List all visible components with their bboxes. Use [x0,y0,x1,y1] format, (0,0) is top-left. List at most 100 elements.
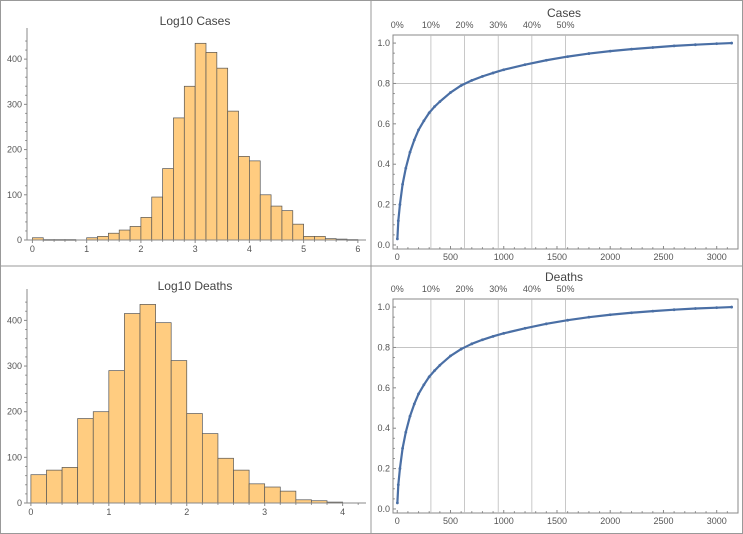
cdf-point [417,128,420,132]
cdf-point [715,306,719,310]
histogram-bar [61,467,79,504]
y-tick-label: 0.6 [377,119,390,129]
x-tick-label: 2500 [653,252,673,262]
y-tick-label: 0.0 [377,504,390,514]
cdf-point [412,402,416,406]
percentile-tick-label: 0% [391,284,404,294]
percentile-tick-label: 40% [523,284,541,294]
cdf-point [730,41,734,45]
cdf-cases-title: Cases [547,6,581,20]
cdf-point [396,219,400,223]
x-tick-label: 0 [30,244,35,254]
histogram-bar [77,418,94,504]
cdf-point [587,315,591,319]
percentile-tick-label: 20% [456,20,474,30]
cdf-point [427,111,431,115]
histogram-bar [201,433,219,504]
cdf-point [715,42,719,46]
histogram-bar [170,360,188,504]
x-tick-label: 500 [443,252,458,262]
y-tick-label: 0.4 [377,423,390,433]
y-tick-label: 1.0 [377,38,390,48]
y-tick-label: 0.2 [377,464,390,474]
cdf-point [427,375,431,379]
x-tick-label: 4 [247,244,252,254]
cdf-point [408,414,412,418]
cdf-point [672,44,676,48]
x-tick-label: 3 [262,507,267,517]
histogram-bar [238,156,250,241]
cdf-point [408,150,412,154]
cdf-point [438,363,442,367]
histogram-bar [97,236,109,241]
x-tick-label: 500 [443,516,458,526]
y-tick-label: 100 [7,190,22,200]
y-tick-label: 300 [7,361,22,371]
histogram-bar [139,304,156,504]
cdf-point [401,183,404,186]
cdf-point [651,309,655,313]
cdf-point [672,308,676,312]
x-tick-label: 2 [138,244,143,254]
x-tick-label: 6 [355,244,360,254]
histogram-bar [281,210,294,241]
x-tick-label: 1 [84,244,89,254]
cdf-deaths-title: Deaths [545,270,583,284]
histogram-bar [248,483,266,504]
x-tick-label: 5 [301,244,306,254]
cdf-point [398,203,402,206]
cdf-point [491,71,495,75]
histogram-bar [270,205,283,241]
cdf-point [491,334,495,338]
histogram-bar [129,226,142,241]
x-tick-label: 2500 [653,516,673,526]
histogram-bar [227,110,239,241]
cdf-point [459,347,463,351]
cdf-point [730,305,734,309]
cdf-point [470,342,474,346]
cdf-point [470,79,474,82]
cdf-deaths-panel: Deaths 0% 10% 20% 30% 40% 50% 0 500 1000 1500 2000… [377,270,739,526]
cdf-cases-panel: Cases 0% 10% 20% 30% 40% 50% 0 500 1000 1500 2000 2… [377,6,739,262]
y-tick-label: 200 [7,407,22,417]
percentile-tick-label: 50% [556,284,574,294]
histogram-bar [249,160,261,241]
histogram-bar [46,469,63,504]
x-tick-label: 1000 [494,252,514,262]
histogram-bar [233,469,250,504]
histogram-bar [155,322,172,504]
x-tick-label: 0 [28,507,33,517]
cdf-point [630,311,633,315]
x-tick-label: 3 [193,244,198,254]
cdf-point [417,392,420,396]
x-tick-label: 1500 [547,516,567,526]
cdf-point [523,326,527,330]
histogram-bar [292,223,304,241]
cdf-point [608,313,612,317]
x-tick-label: 4 [340,507,345,517]
percentile-tick-label: 50% [556,20,574,30]
y-tick-label: 0.8 [377,78,390,88]
cdf-point [481,338,484,342]
y-tick-label: 0.8 [377,342,390,352]
percentile-tick-label: 0% [391,20,404,30]
histogram-bar [151,196,163,241]
histogram-bar [173,117,185,241]
histogram-deaths-panel: Log10 Deaths 0 1 2 3 4 0 100 200 300 400 [7,279,366,517]
histogram-bar [183,85,196,241]
cdf-point [694,43,697,47]
y-tick-label: 0 [17,498,22,508]
percentile-tick-label: 40% [523,20,541,30]
histogram-bar [108,232,120,241]
cdf-point [566,55,570,58]
x-tick-label: 1 [106,507,111,517]
cdf-point [630,47,633,51]
y-tick-label: 0.6 [377,383,390,393]
cdf-point [587,52,591,55]
histogram-bar [92,411,110,504]
histogram-bar [30,474,47,504]
x-tick-label: 2000 [600,252,620,262]
histogram-bar [205,51,218,241]
x-tick-label: 0 [395,516,400,526]
y-tick-label: 0 [17,235,22,245]
